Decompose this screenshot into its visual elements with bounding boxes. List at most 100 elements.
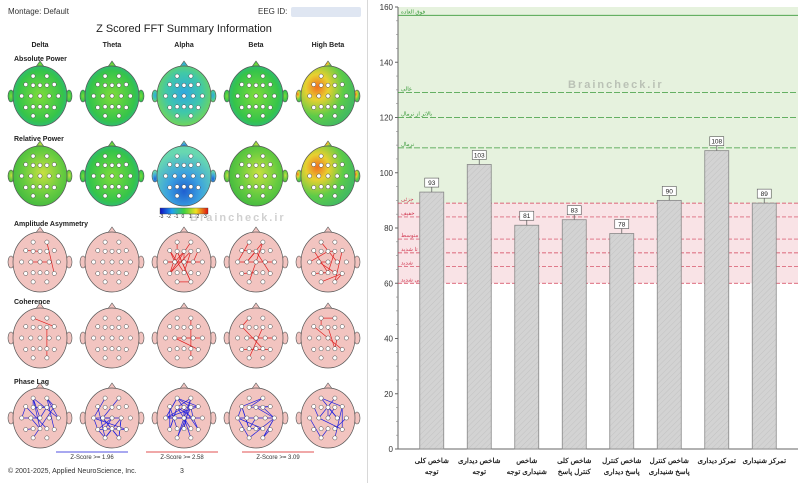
electrode — [318, 279, 324, 285]
electrode — [246, 239, 252, 245]
electrode — [116, 113, 122, 119]
electrode — [267, 162, 273, 167]
reference-line-label: نرمال — [401, 141, 415, 148]
head-map-2-2 — [151, 226, 217, 293]
electrode — [325, 335, 331, 341]
electrode — [23, 162, 29, 167]
electrode — [325, 184, 331, 190]
electrode — [239, 324, 245, 329]
electrode — [246, 355, 252, 361]
electrode — [44, 355, 50, 361]
electrode — [30, 395, 36, 401]
reference-line-label: بالاتر از نرمال — [401, 111, 433, 118]
electrode — [190, 335, 196, 341]
electrode — [318, 270, 324, 276]
connection-line — [46, 242, 55, 274]
electrode — [95, 427, 101, 432]
electrode — [30, 193, 36, 199]
electrode — [181, 335, 187, 341]
electrode — [116, 346, 122, 352]
electrode — [30, 162, 36, 168]
y-tick-label: 120 — [380, 114, 394, 123]
electrode — [44, 346, 50, 352]
electrode — [188, 162, 194, 168]
connection-line — [32, 317, 55, 327]
electrode — [181, 184, 187, 190]
value-label: 89 — [761, 191, 769, 198]
electrode — [260, 104, 266, 110]
electrode — [190, 259, 196, 265]
electrode — [172, 93, 178, 99]
electrode — [109, 346, 115, 352]
electrode — [102, 426, 108, 432]
electrode — [246, 270, 252, 276]
electrode — [318, 315, 324, 321]
electrode — [30, 248, 36, 254]
electrode — [19, 173, 24, 179]
electrode — [325, 93, 331, 99]
head-map-3-4 — [295, 302, 361, 369]
electrode — [102, 104, 108, 110]
electrode — [260, 346, 266, 352]
electrode — [174, 315, 180, 321]
electrode — [109, 259, 115, 265]
electrode — [163, 93, 168, 99]
electrode — [311, 185, 317, 190]
electrode — [102, 239, 108, 245]
electrode — [267, 324, 273, 329]
electrode — [30, 82, 36, 88]
electrode — [239, 404, 245, 409]
electrode — [246, 113, 252, 119]
y-tick-label: 60 — [384, 279, 393, 288]
electrode — [318, 73, 324, 79]
electrode — [339, 427, 345, 432]
green-normal-zone — [398, 7, 798, 204]
electrode — [311, 427, 317, 432]
connection-line — [320, 273, 343, 283]
electrode — [332, 104, 338, 110]
electrode — [246, 162, 252, 168]
electrode — [239, 105, 245, 110]
electrode — [46, 93, 52, 99]
electrode — [260, 435, 266, 441]
electrode — [116, 239, 122, 245]
electrode — [109, 270, 115, 276]
electrode — [188, 324, 194, 330]
electrode — [318, 113, 324, 119]
electrode — [102, 395, 108, 401]
electrode — [44, 113, 50, 119]
electrode — [37, 346, 43, 352]
electrode — [116, 435, 122, 441]
electrode — [253, 184, 259, 190]
electrode — [37, 335, 43, 341]
electrode — [195, 248, 201, 253]
value-label-box — [566, 205, 582, 216]
electrode — [102, 279, 108, 285]
electrode — [188, 104, 194, 110]
electrode — [163, 415, 168, 421]
electrode — [167, 271, 173, 276]
electrode — [44, 324, 50, 330]
electrode — [109, 248, 115, 254]
electrode — [316, 93, 322, 99]
category-label: کنترل پاسخ — [558, 468, 592, 477]
electrode — [44, 104, 50, 110]
electrode — [30, 184, 36, 190]
electrode — [239, 82, 245, 87]
y-tick-label: 140 — [380, 58, 394, 67]
electrode — [44, 426, 50, 432]
electrode — [56, 93, 61, 99]
electrode — [318, 248, 324, 254]
connection-line — [32, 397, 41, 419]
bar — [609, 233, 635, 450]
electrode — [188, 404, 194, 410]
electrode — [181, 162, 187, 168]
bar — [419, 191, 445, 450]
electrode — [260, 324, 266, 330]
electrode — [163, 173, 168, 179]
electrode — [332, 162, 338, 168]
y-tick-label: 100 — [380, 169, 394, 178]
electrode — [167, 82, 173, 87]
reference-line-label: متوسط تا شدید — [401, 246, 437, 253]
electrode — [30, 279, 36, 285]
